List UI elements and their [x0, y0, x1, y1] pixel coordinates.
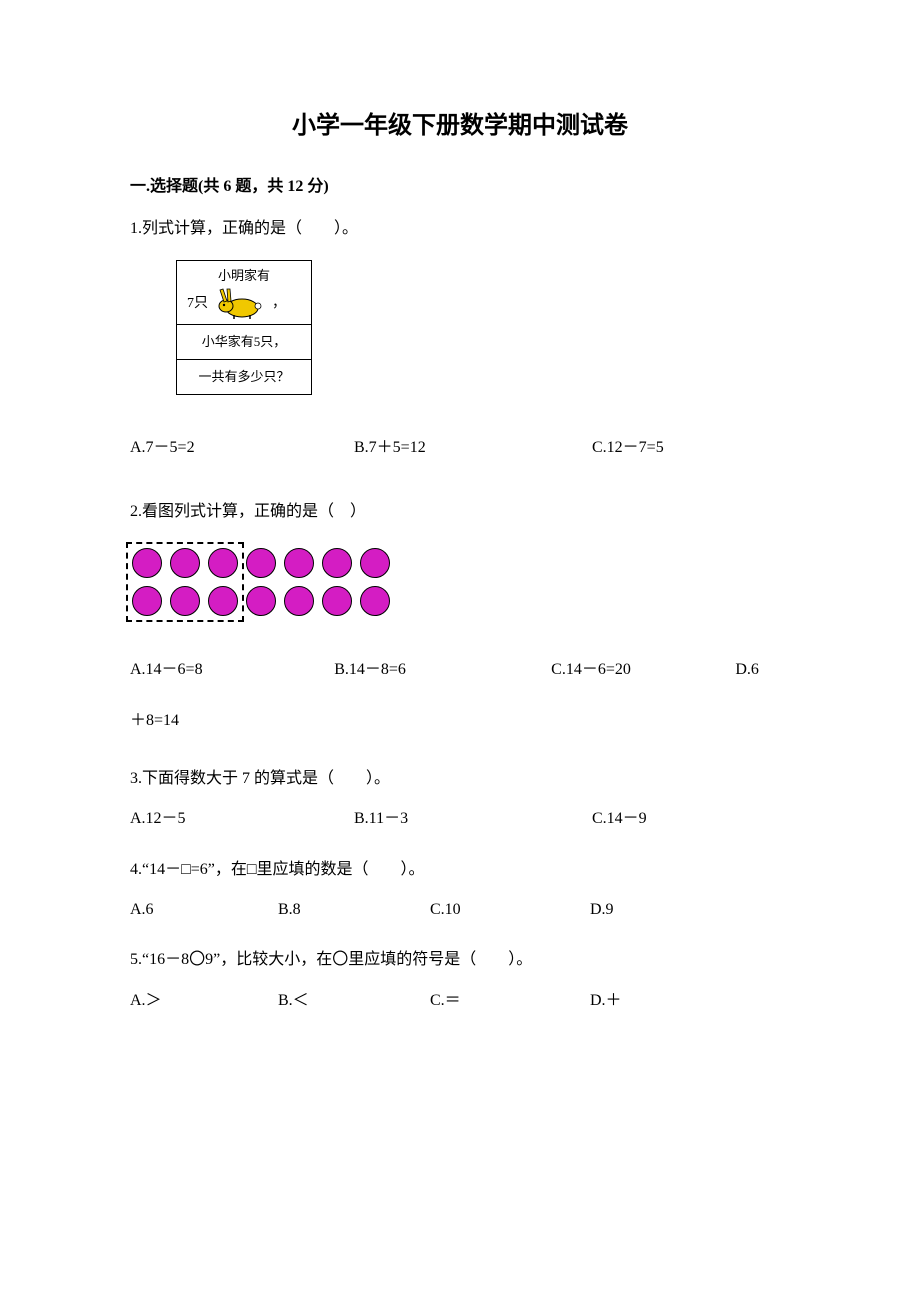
q1-option-a: A.7－5=2 [130, 437, 354, 459]
question-1-text: 1.列式计算，正确的是（ ）。 [130, 218, 790, 240]
question-1-options: A.7－5=2 B.7＋5=12 C.12－7=5 [130, 437, 790, 459]
question-5-text: 5.“16－8〇9”，比较大小，在〇里应填的符号是（ ）。 [130, 949, 790, 971]
question-2-figure [130, 544, 790, 623]
circle-icon [322, 548, 352, 578]
q4-option-a: A.6 [130, 899, 278, 921]
q2-option-d-continuation: ＋8=14 [130, 710, 790, 732]
question-3: 3.下面得数大于 7 的算式是（ ）。 A.12－5 B.11－3 C.14－9 [130, 768, 790, 831]
q1-box-count: 7只 [187, 294, 208, 314]
q3-option-a: A.12－5 [130, 808, 354, 830]
q5-option-d: D.＋ [590, 990, 690, 1012]
circle-icon [246, 586, 276, 616]
document-title: 小学一年级下册数学期中测试卷 [130, 110, 790, 144]
q2-option-b: B.14－8=6 [334, 659, 551, 681]
circle-icon [322, 586, 352, 616]
question-5-options: A.＞ B.＜ C.＝ D.＋ [130, 990, 790, 1012]
question-4-text: 4.“14－□=6”，在□里应填的数是（ ）。 [130, 859, 790, 881]
q1-option-c: C.12－7=5 [592, 437, 772, 459]
circle-icon [246, 548, 276, 578]
q3-option-c: C.14－9 [592, 808, 772, 830]
q1-box-line1: 小明家有 [181, 267, 307, 285]
q4-option-b: B.8 [278, 899, 430, 921]
q5-option-b: B.＜ [278, 990, 430, 1012]
q2-option-a: A.14－6=8 [130, 659, 334, 681]
q2-option-c: C.14－6=20 [551, 659, 735, 681]
q5-option-a: A.＞ [130, 990, 278, 1012]
question-2-text: 2.看图列式计算，正确的是（ ） [130, 501, 790, 523]
question-1-figure: 小明家有 7只 ， 小华家有5只， [176, 260, 790, 395]
circle-icon [284, 548, 314, 578]
q1-option-b: B.7＋5=12 [354, 437, 592, 459]
q5-option-c: C.＝ [430, 990, 590, 1012]
q1-box-line2: 小华家有5只， [177, 324, 311, 359]
section-1-header: 一.选择题(共 6 题，共 12 分) [130, 176, 790, 198]
question-3-text: 3.下面得数大于 7 的算式是（ ）。 [130, 768, 790, 790]
question-3-options: A.12－5 B.11－3 C.14－9 [130, 808, 790, 830]
circle-icon [360, 548, 390, 578]
circle-icon [360, 586, 390, 616]
q2-option-d: D.6 [735, 659, 790, 681]
question-4-options: A.6 B.8 C.10 D.9 [130, 899, 790, 921]
question-2: 2.看图列式计算，正确的是（ ） A.14－6=8 B.14－8=6 C.14－… [130, 501, 790, 732]
question-1: 1.列式计算，正确的是（ ）。 小明家有 7只 [130, 218, 790, 459]
question-2-options: A.14－6=8 B.14－8=6 C.14－6=20 D.6 [130, 659, 790, 681]
q4-option-c: C.10 [430, 899, 590, 921]
q4-option-d: D.9 [590, 899, 690, 921]
question-4: 4.“14－□=6”，在□里应填的数是（ ）。 A.6 B.8 C.10 D.9 [130, 859, 790, 922]
circle-icon [284, 586, 314, 616]
q1-box-line3: 一共有多少只？ [177, 359, 311, 394]
q3-option-b: B.11－3 [354, 808, 592, 830]
q1-box-comma: ， [272, 294, 286, 314]
rabbit-icon [212, 288, 268, 320]
question-5: 5.“16－8〇9”，比较大小，在〇里应填的符号是（ ）。 A.＞ B.＜ C.… [130, 949, 790, 1012]
